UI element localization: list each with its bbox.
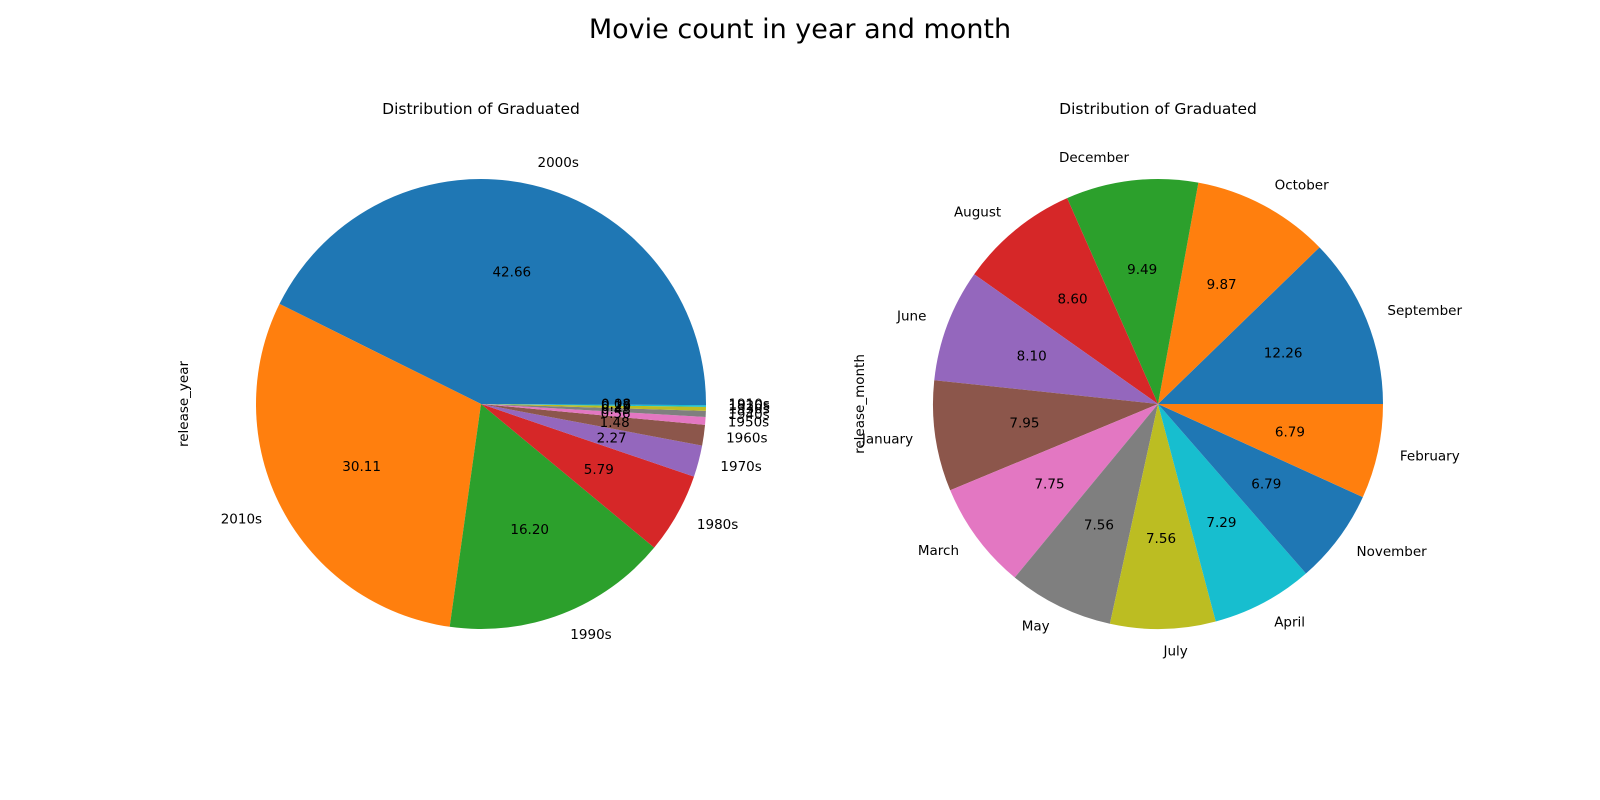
chart-title-release-month: Distribution of Graduated <box>1059 100 1257 118</box>
pie-slice-1970s <box>481 404 703 477</box>
slice-pct-1920s: 0.12 <box>601 397 631 413</box>
pie-slice-1940s <box>481 404 706 417</box>
slice-label-2000s: 2000s <box>538 155 579 171</box>
pie-slice-june <box>934 274 1158 404</box>
slice-label-1940s: 1940s <box>728 407 769 423</box>
slice-label-1990s: 1990s <box>570 627 611 643</box>
pie-slice-1990s <box>449 404 655 630</box>
pie-labels-release-year: 2000s 42.66 2010s 30.11 1990s 16.20 1980s 5.79 1… <box>221 155 770 643</box>
slice-pct-2000s: 42.66 <box>492 265 531 281</box>
chart-title-release-year: Distribution of Graduated <box>382 100 580 118</box>
pie-slice-may <box>1014 404 1158 624</box>
slice-label-january: January <box>861 432 913 448</box>
slice-pct-july: 7.56 <box>1146 531 1176 547</box>
slice-label-september: September <box>1387 303 1462 319</box>
slice-label-march: March <box>918 543 959 559</box>
slice-pct-1910s: 0.08 <box>601 396 631 412</box>
figure-suptitle: Movie count in year and month <box>589 14 1011 45</box>
slice-pct-may: 7.56 <box>1084 517 1114 533</box>
slice-pct-april: 7.29 <box>1206 515 1236 531</box>
pie-slice-september <box>1158 247 1383 404</box>
slice-pct-november: 6.79 <box>1251 477 1281 493</box>
pie-slice-february <box>1158 404 1383 498</box>
pie-slices-release-month <box>932 178 1383 629</box>
pie-slice-august <box>974 198 1158 404</box>
slice-pct-1960s: 1.48 <box>600 415 630 431</box>
slice-pct-december: 9.49 <box>1127 262 1157 278</box>
pie-labels-release-month: September 12.26 October 9.87 December 9.49 Aug… <box>861 150 1463 659</box>
pie-slice-2000s <box>279 179 706 404</box>
pie-slice-1920s <box>481 404 706 407</box>
slice-label-november: November <box>1357 544 1428 560</box>
slice-label-may: May <box>1022 619 1050 635</box>
pie-chart-release-month: Distribution of Graduated release_month … <box>852 100 1462 659</box>
slice-pct-2010s: 30.11 <box>342 459 381 475</box>
slice-pct-1990s: 16.20 <box>510 522 549 538</box>
pie-slice-2010s <box>256 303 481 627</box>
pie-slice-january <box>932 380 1158 491</box>
pie-slice-1960s <box>481 404 706 446</box>
slice-label-2010s: 2010s <box>221 511 262 527</box>
slice-label-1960s: 1960s <box>726 430 767 446</box>
slice-label-august: August <box>954 205 1001 221</box>
pie-slice-december <box>1067 178 1199 404</box>
slice-pct-1970s: 2.27 <box>597 430 627 446</box>
pie-slice-march <box>950 404 1158 578</box>
slice-pct-september: 12.26 <box>1264 345 1303 361</box>
slice-pct-march: 7.75 <box>1034 476 1064 492</box>
slice-pct-1950s: 0.56 <box>601 406 631 422</box>
slice-label-1910s: 1910s <box>729 397 770 413</box>
slice-label-1970s: 1970s <box>720 459 761 475</box>
slice-pct-1930s: 0.29 <box>601 399 631 415</box>
pie-slice-july <box>1109 404 1216 629</box>
slice-label-1980s: 1980s <box>697 517 738 533</box>
slice-label-july: July <box>1163 643 1188 659</box>
slice-label-1920s: 1920s <box>729 398 770 414</box>
slice-label-december: December <box>1059 150 1129 166</box>
slice-label-october: October <box>1275 178 1329 194</box>
slice-pct-1980s: 5.79 <box>584 462 614 478</box>
pie-slice-1950s <box>481 404 706 425</box>
slice-pct-january: 7.95 <box>1009 415 1039 431</box>
slice-pct-june: 8.10 <box>1017 348 1047 364</box>
slice-label-1930s: 1930s <box>728 401 769 417</box>
pie-slice-april <box>1158 404 1306 622</box>
slice-pct-february: 6.79 <box>1275 425 1305 441</box>
pie-slice-1930s <box>481 404 706 411</box>
slice-pct-1940s: 0.43 <box>601 402 631 418</box>
pie-slices-release-year <box>256 179 707 630</box>
slice-pct-august: 8.60 <box>1057 292 1087 308</box>
y-axis-label-release-month: release_month <box>852 354 868 454</box>
slice-pct-october: 9.87 <box>1207 277 1237 293</box>
slice-label-1950s: 1950s <box>728 415 769 431</box>
slice-label-february: February <box>1400 448 1460 464</box>
slice-label-april: April <box>1274 615 1305 631</box>
pie-slice-october <box>1158 182 1320 404</box>
slice-label-june: June <box>896 309 926 325</box>
pie-chart-release-year: Distribution of Graduated release_year 2… <box>176 100 770 643</box>
pie-slice-november <box>1158 404 1363 574</box>
pie-slice-1910s <box>481 404 707 406</box>
pie-slice-1980s <box>481 404 694 548</box>
y-axis-label-release-year: release_year <box>176 361 192 448</box>
